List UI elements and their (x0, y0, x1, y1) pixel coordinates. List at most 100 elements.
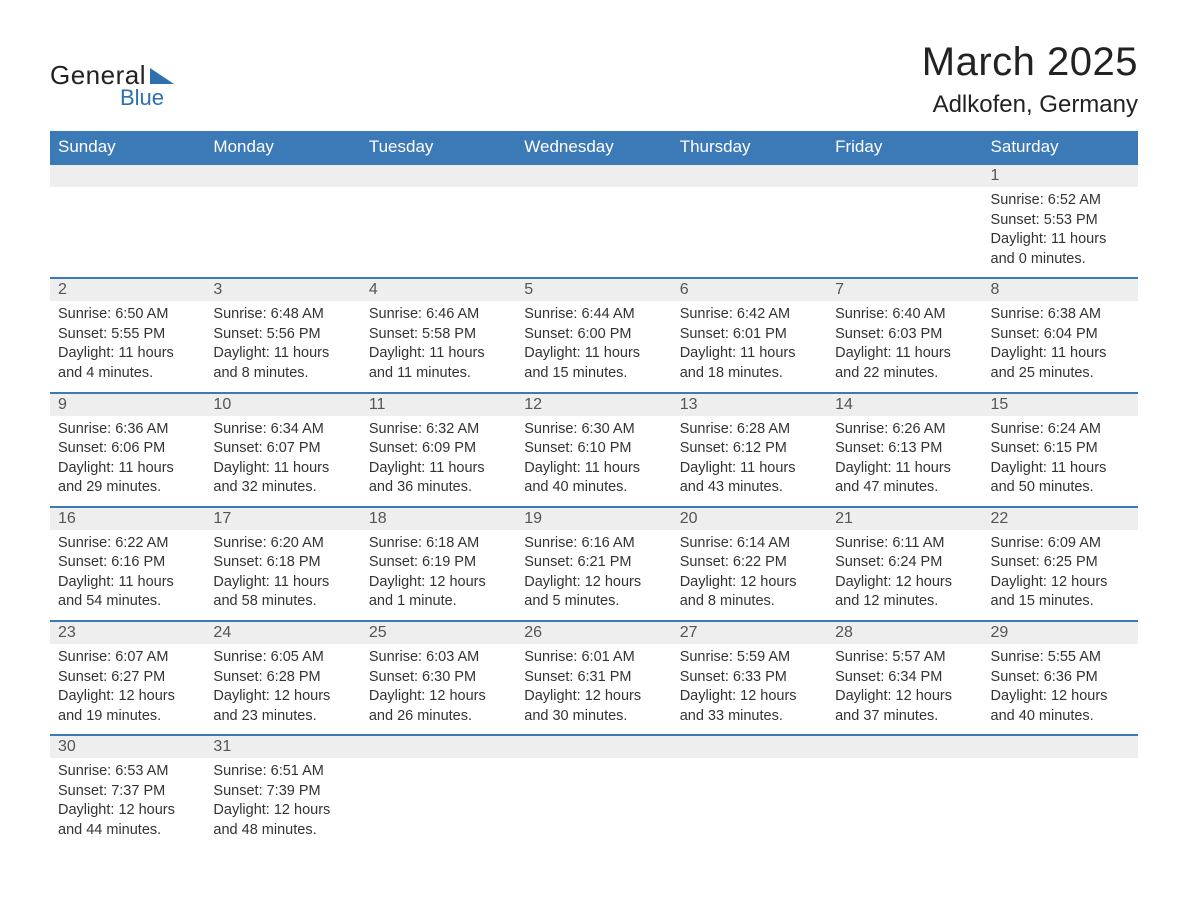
sunrise-text: Sunrise: 6:34 AM (213, 420, 352, 440)
daylight-text: Daylight: 12 hours and 12 minutes. (835, 573, 974, 612)
week-daynum-row: 9101112131415 (50, 393, 1138, 416)
daylight-text: Daylight: 11 hours and 32 minutes. (213, 459, 352, 498)
day-detail-cell: Sunrise: 6:07 AMSunset: 6:27 PMDaylight:… (50, 644, 205, 735)
sunset-text: Sunset: 6:06 PM (58, 439, 197, 459)
day-detail-cell: Sunrise: 6:34 AMSunset: 6:07 PMDaylight:… (205, 416, 360, 507)
empty-detail-cell (983, 758, 1138, 848)
sunrise-text: Sunrise: 6:22 AM (58, 534, 197, 554)
day-number-cell: 30 (50, 735, 205, 758)
day-detail-cell: Sunrise: 6:44 AMSunset: 6:00 PMDaylight:… (516, 301, 671, 392)
day-detail-cell: Sunrise: 6:46 AMSunset: 5:58 PMDaylight:… (361, 301, 516, 392)
sunrise-text: Sunrise: 6:53 AM (58, 762, 197, 782)
weekday-header: Monday (205, 131, 360, 164)
logo: General Blue (50, 60, 174, 111)
week-daynum-row: 16171819202122 (50, 507, 1138, 530)
sunrise-text: Sunrise: 6:05 AM (213, 648, 352, 668)
empty-detail-cell (50, 187, 205, 278)
sunrise-text: Sunrise: 5:57 AM (835, 648, 974, 668)
day-number-cell: 23 (50, 621, 205, 644)
week-body-row: Sunrise: 6:22 AMSunset: 6:16 PMDaylight:… (50, 530, 1138, 621)
day-number-cell: 12 (516, 393, 671, 416)
day-detail-cell: Sunrise: 6:24 AMSunset: 6:15 PMDaylight:… (983, 416, 1138, 507)
daylight-text: Daylight: 12 hours and 37 minutes. (835, 687, 974, 726)
sunrise-text: Sunrise: 6:11 AM (835, 534, 974, 554)
sunrise-text: Sunrise: 6:42 AM (680, 305, 819, 325)
sunset-text: Sunset: 6:15 PM (991, 439, 1130, 459)
sunset-text: Sunset: 5:56 PM (213, 325, 352, 345)
sunset-text: Sunset: 6:36 PM (991, 668, 1130, 688)
day-number-cell: 22 (983, 507, 1138, 530)
day-number-cell: 27 (672, 621, 827, 644)
day-number-cell: 6 (672, 278, 827, 301)
sunset-text: Sunset: 6:04 PM (991, 325, 1130, 345)
sunset-text: Sunset: 6:18 PM (213, 553, 352, 573)
day-number-cell: 10 (205, 393, 360, 416)
sunrise-text: Sunrise: 5:55 AM (991, 648, 1130, 668)
weekday-header: Friday (827, 131, 982, 164)
sunrise-text: Sunrise: 5:59 AM (680, 648, 819, 668)
day-number-cell: 3 (205, 278, 360, 301)
daylight-text: Daylight: 11 hours and 36 minutes. (369, 459, 508, 498)
day-detail-cell: Sunrise: 6:30 AMSunset: 6:10 PMDaylight:… (516, 416, 671, 507)
sunrise-text: Sunrise: 6:26 AM (835, 420, 974, 440)
day-detail-cell: Sunrise: 6:26 AMSunset: 6:13 PMDaylight:… (827, 416, 982, 507)
empty-daynum-cell (983, 735, 1138, 758)
empty-detail-cell (827, 187, 982, 278)
sunrise-text: Sunrise: 6:16 AM (524, 534, 663, 554)
sunset-text: Sunset: 7:37 PM (58, 782, 197, 802)
day-number-cell: 25 (361, 621, 516, 644)
daylight-text: Daylight: 11 hours and 43 minutes. (680, 459, 819, 498)
daylight-text: Daylight: 12 hours and 23 minutes. (213, 687, 352, 726)
day-detail-cell: Sunrise: 5:55 AMSunset: 6:36 PMDaylight:… (983, 644, 1138, 735)
day-number-cell: 20 (672, 507, 827, 530)
weekday-header: Sunday (50, 131, 205, 164)
sunset-text: Sunset: 6:00 PM (524, 325, 663, 345)
sunset-text: Sunset: 6:27 PM (58, 668, 197, 688)
empty-daynum-cell (205, 164, 360, 187)
sunset-text: Sunset: 6:22 PM (680, 553, 819, 573)
day-detail-cell: Sunrise: 6:03 AMSunset: 6:30 PMDaylight:… (361, 644, 516, 735)
day-detail-cell: Sunrise: 6:50 AMSunset: 5:55 PMDaylight:… (50, 301, 205, 392)
day-number-cell: 5 (516, 278, 671, 301)
week-daynum-row: 23242526272829 (50, 621, 1138, 644)
sunset-text: Sunset: 6:28 PM (213, 668, 352, 688)
day-detail-cell: Sunrise: 6:01 AMSunset: 6:31 PMDaylight:… (516, 644, 671, 735)
logo-triangle-icon (150, 68, 174, 84)
sunrise-text: Sunrise: 6:09 AM (991, 534, 1130, 554)
day-number-cell: 16 (50, 507, 205, 530)
sunset-text: Sunset: 6:12 PM (680, 439, 819, 459)
day-detail-cell: Sunrise: 6:05 AMSunset: 6:28 PMDaylight:… (205, 644, 360, 735)
page-header: General Blue March 2025 Adlkofen, German… (50, 40, 1138, 119)
day-detail-cell: Sunrise: 6:36 AMSunset: 6:06 PMDaylight:… (50, 416, 205, 507)
week-body-row: Sunrise: 6:36 AMSunset: 6:06 PMDaylight:… (50, 416, 1138, 507)
day-detail-cell: Sunrise: 5:57 AMSunset: 6:34 PMDaylight:… (827, 644, 982, 735)
sunset-text: Sunset: 5:55 PM (58, 325, 197, 345)
weekday-header: Tuesday (361, 131, 516, 164)
location-label: Adlkofen, Germany (922, 91, 1138, 119)
sunrise-text: Sunrise: 6:44 AM (524, 305, 663, 325)
day-number-cell: 14 (827, 393, 982, 416)
sunset-text: Sunset: 6:31 PM (524, 668, 663, 688)
daylight-text: Daylight: 11 hours and 25 minutes. (991, 344, 1130, 383)
daylight-text: Daylight: 11 hours and 50 minutes. (991, 459, 1130, 498)
daylight-text: Daylight: 12 hours and 30 minutes. (524, 687, 663, 726)
day-number-cell: 11 (361, 393, 516, 416)
empty-daynum-cell (516, 735, 671, 758)
sunrise-text: Sunrise: 6:50 AM (58, 305, 197, 325)
sunset-text: Sunset: 6:10 PM (524, 439, 663, 459)
weekday-header: Saturday (983, 131, 1138, 164)
daylight-text: Daylight: 11 hours and 11 minutes. (369, 344, 508, 383)
day-number-cell: 15 (983, 393, 1138, 416)
sunset-text: Sunset: 6:24 PM (835, 553, 974, 573)
week-daynum-row: 3031 (50, 735, 1138, 758)
empty-detail-cell (672, 187, 827, 278)
daylight-text: Daylight: 12 hours and 5 minutes. (524, 573, 663, 612)
daylight-text: Daylight: 11 hours and 54 minutes. (58, 573, 197, 612)
empty-daynum-cell (827, 735, 982, 758)
weekday-header-row: Sunday Monday Tuesday Wednesday Thursday… (50, 131, 1138, 164)
empty-detail-cell (516, 758, 671, 848)
sunset-text: Sunset: 6:01 PM (680, 325, 819, 345)
sunset-text: Sunset: 6:33 PM (680, 668, 819, 688)
day-number-cell: 8 (983, 278, 1138, 301)
daylight-text: Daylight: 11 hours and 47 minutes. (835, 459, 974, 498)
